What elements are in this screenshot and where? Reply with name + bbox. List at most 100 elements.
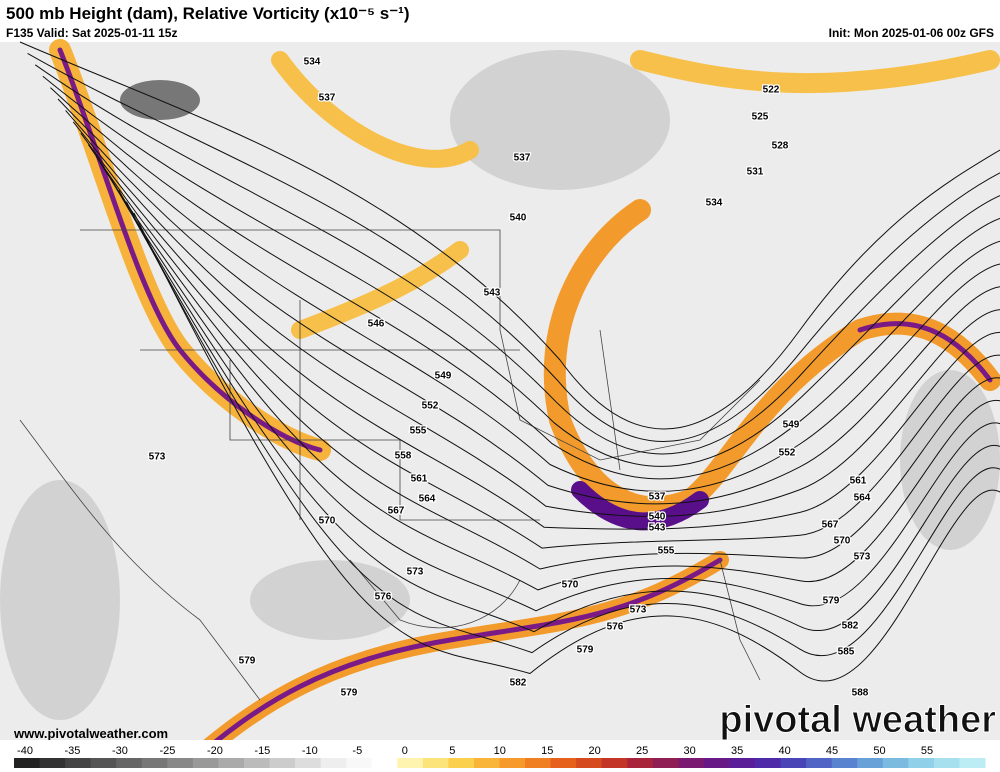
colorbar-tick-label: -30: [112, 745, 128, 757]
colorbar-tick-label: 50: [873, 745, 885, 757]
init-time: Init: Mon 2025-01-06 00z GFS: [829, 26, 994, 40]
contour-label: 525: [752, 112, 769, 123]
colorbar-swatch: [831, 758, 858, 768]
contour-label: 573: [149, 452, 166, 463]
contour-label: 537: [319, 93, 336, 104]
contour-label: 567: [388, 506, 405, 517]
contour-label: 576: [607, 622, 624, 633]
contour-label: 534: [304, 57, 321, 68]
colorbar-swatch: [550, 758, 577, 768]
contour-label: 567: [822, 520, 839, 531]
contour: [19, 41, 1000, 430]
contour-label: 573: [854, 552, 871, 563]
colorbar-tick-label: 5: [449, 745, 455, 757]
colorbar-tick-label: 35: [731, 745, 743, 757]
colorbar-tick-label: 15: [541, 745, 553, 757]
contour-label: 540: [510, 213, 527, 224]
colorbar-swatch: [218, 758, 245, 768]
contour-label: 534: [706, 198, 723, 209]
contour-label: 576: [375, 592, 392, 603]
contour-label: 549: [783, 420, 800, 431]
colorbar-swatch: [192, 758, 219, 768]
contour-label: 570: [319, 516, 336, 527]
contour-label: 579: [577, 645, 594, 656]
colorbar-swatch: [269, 758, 296, 768]
contour-label: 531: [747, 167, 764, 178]
colorbar-tick-label: 55: [921, 745, 933, 757]
contour: [125, 201, 1000, 657]
colorbar-swatch: [141, 758, 168, 768]
title: 500 mb Height (dam), Relative Vorticity …: [6, 4, 410, 23]
colorbar-swatch: [729, 758, 756, 768]
contour: [72, 121, 1000, 517]
contour-label: 582: [510, 678, 527, 689]
colorbar-swatch: [116, 758, 143, 768]
contour-label: 585: [838, 647, 855, 658]
contour-label: 570: [562, 580, 579, 591]
contour: [65, 110, 1000, 505]
contour-label: 522: [763, 85, 780, 96]
contour-label: 537: [649, 492, 666, 503]
colorbar-tick-label: 10: [494, 745, 506, 757]
colorbar-swatch: [780, 758, 807, 768]
vorticity-bands: [49, 39, 1000, 772]
colorbar-swatch: [90, 758, 117, 768]
colorbar-swatch: [576, 758, 603, 768]
colorbar-tick-label: -10: [302, 745, 318, 757]
colorbar-swatch: [14, 758, 41, 768]
contour-label: 546: [368, 319, 385, 330]
colorbar-tick-label: -15: [254, 745, 270, 757]
colorbar-swatch: [601, 758, 628, 768]
colorbar-swatch: [959, 758, 986, 768]
contour-label: 543: [484, 288, 501, 299]
colorbar-swatch: [933, 758, 960, 768]
contour-label: 579: [823, 596, 840, 607]
colorbar-tick-label: 20: [589, 745, 601, 757]
contour-label: 582: [842, 621, 859, 632]
colorbar-tick-label: 30: [684, 745, 696, 757]
colorbar-swatch: [627, 758, 654, 768]
colorbar-swatch: [882, 758, 909, 768]
contour: [110, 178, 1000, 612]
contour-label: 555: [658, 546, 675, 557]
colorbar-swatch: [652, 758, 679, 768]
colorbar-swatch: [448, 758, 475, 768]
colorbar-swatch: [371, 758, 398, 768]
valid-time: F135 Valid: Sat 2025-01-11 15z: [6, 26, 177, 40]
colorbar-tick-label: -20: [207, 745, 223, 757]
contour-label: 540: [649, 512, 666, 523]
colorbar-tick-label: 0: [402, 745, 408, 757]
contour: [50, 87, 1000, 480]
colorbar: -40 -35 -30 -25 -20 -15 -10 -5 0 5 10 15 20 25 30 35 40 4…: [14, 745, 986, 768]
colorbar-swatch: [243, 758, 271, 768]
colorbar-swatch: [499, 758, 526, 768]
contour-label: 570: [834, 536, 851, 547]
watermark: pivotal weather: [719, 699, 996, 741]
colorbar-swatch: [320, 758, 347, 768]
colorbar-swatch: [908, 758, 935, 768]
colorbar-swatch: [295, 758, 322, 768]
colorbar-swatch: [703, 758, 730, 768]
contour-label: 552: [779, 448, 796, 459]
colorbar-tick-label: -25: [159, 745, 175, 757]
contour-label: 579: [341, 688, 358, 699]
contour: [103, 167, 1000, 591]
height-contours: [19, 41, 1000, 682]
colorbar-swatch: [857, 758, 884, 768]
map: 5345375375405435465495525555585615645675…: [0, 39, 1000, 772]
colorbar-swatch: [167, 758, 194, 768]
contour-label: 564: [419, 494, 436, 505]
contour: [34, 64, 1000, 455]
colorbar-swatch: [678, 758, 705, 768]
colorbar-swatch: [755, 758, 782, 768]
contour-label: 552: [422, 401, 439, 412]
contour-label: 573: [407, 567, 424, 578]
colorbar-swatch: [397, 758, 424, 768]
colorbar-swatch: [39, 758, 66, 768]
contour: [80, 132, 1000, 530]
contour-label: 543: [649, 523, 666, 534]
colorbar-tick-label: -40: [17, 745, 33, 757]
contour: [133, 212, 1000, 682]
contour-label: 573: [630, 605, 647, 616]
